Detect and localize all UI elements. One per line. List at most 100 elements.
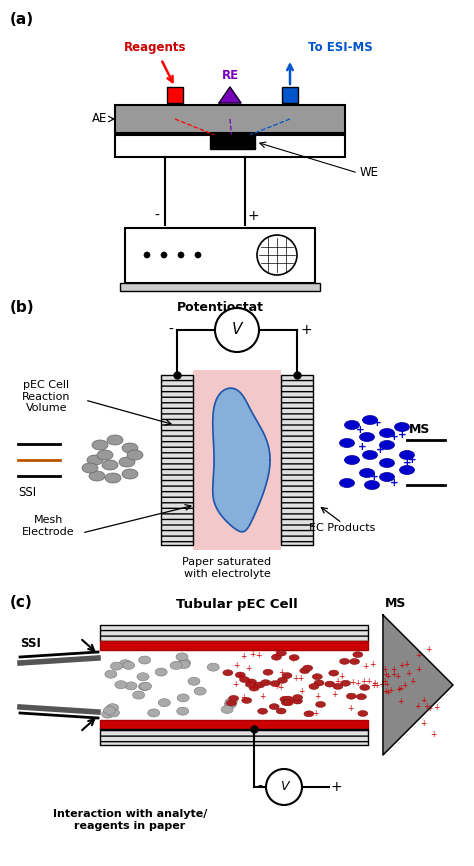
- Text: +: +: [272, 650, 278, 659]
- Ellipse shape: [360, 684, 370, 690]
- Text: +: +: [355, 679, 361, 688]
- Text: +: +: [390, 432, 398, 442]
- Ellipse shape: [89, 471, 105, 481]
- Ellipse shape: [235, 672, 245, 678]
- Bar: [115, 133, 345, 135]
- Ellipse shape: [92, 440, 108, 450]
- Ellipse shape: [228, 695, 238, 701]
- Ellipse shape: [125, 682, 137, 690]
- Ellipse shape: [380, 473, 394, 481]
- Ellipse shape: [309, 683, 319, 689]
- Ellipse shape: [105, 473, 121, 483]
- Ellipse shape: [246, 679, 256, 685]
- Ellipse shape: [400, 450, 414, 460]
- Ellipse shape: [269, 704, 279, 709]
- Ellipse shape: [303, 665, 313, 671]
- Text: +: +: [255, 651, 261, 661]
- Bar: [100, 729, 368, 745]
- Text: +: +: [297, 675, 304, 683]
- Ellipse shape: [122, 443, 138, 453]
- Text: +: +: [405, 669, 411, 678]
- Text: +: +: [395, 685, 401, 695]
- Ellipse shape: [277, 677, 288, 683]
- Ellipse shape: [178, 252, 184, 258]
- Text: +: +: [312, 709, 319, 718]
- Polygon shape: [219, 87, 241, 103]
- Text: +: +: [390, 478, 398, 488]
- Ellipse shape: [359, 432, 374, 442]
- Text: +: +: [357, 442, 366, 452]
- Text: +: +: [402, 458, 411, 468]
- Ellipse shape: [276, 650, 286, 656]
- Ellipse shape: [339, 658, 349, 664]
- Bar: [100, 625, 368, 641]
- Text: Tubular pEC Cell: Tubular pEC Cell: [176, 598, 298, 611]
- Text: pEC Cell
Reaction
Volume: pEC Cell Reaction Volume: [22, 380, 71, 413]
- Bar: [282, 87, 298, 103]
- Bar: [210, 135, 255, 149]
- Text: +: +: [247, 209, 259, 223]
- Ellipse shape: [333, 683, 343, 689]
- Ellipse shape: [282, 673, 292, 679]
- Ellipse shape: [339, 479, 355, 488]
- Text: +: +: [246, 664, 252, 674]
- Polygon shape: [383, 615, 453, 755]
- Text: +: +: [434, 703, 440, 712]
- Ellipse shape: [223, 669, 233, 675]
- Text: +: +: [425, 645, 431, 655]
- Ellipse shape: [105, 670, 117, 678]
- Text: +: +: [245, 678, 252, 688]
- Text: +: +: [236, 672, 242, 681]
- Ellipse shape: [249, 685, 259, 691]
- Ellipse shape: [280, 696, 290, 702]
- Ellipse shape: [270, 681, 280, 687]
- Text: +: +: [383, 680, 390, 689]
- Circle shape: [266, 769, 302, 805]
- Text: MS: MS: [409, 423, 430, 436]
- Ellipse shape: [178, 661, 190, 669]
- Text: Interaction with analyte/
reagents in paper: Interaction with analyte/ reagents in pa…: [53, 809, 207, 830]
- Text: +: +: [373, 682, 379, 690]
- Bar: [100, 650, 368, 720]
- Ellipse shape: [346, 693, 356, 699]
- Ellipse shape: [349, 658, 360, 664]
- Text: +: +: [273, 682, 280, 691]
- Text: +: +: [371, 681, 377, 689]
- Ellipse shape: [400, 466, 414, 475]
- Ellipse shape: [158, 699, 170, 707]
- Bar: [115, 135, 345, 157]
- Text: AE: AE: [91, 113, 107, 126]
- Bar: [125, 228, 315, 283]
- Text: WE: WE: [360, 166, 379, 179]
- Ellipse shape: [97, 450, 113, 460]
- Ellipse shape: [138, 682, 151, 690]
- Ellipse shape: [103, 707, 116, 714]
- Text: +: +: [370, 472, 378, 482]
- Ellipse shape: [102, 460, 118, 470]
- Ellipse shape: [144, 252, 150, 258]
- Ellipse shape: [107, 435, 123, 445]
- Ellipse shape: [115, 681, 127, 688]
- Ellipse shape: [138, 656, 151, 664]
- Text: +: +: [289, 655, 296, 663]
- Text: +: +: [397, 697, 403, 706]
- Text: (a): (a): [10, 12, 34, 27]
- Text: +: +: [381, 665, 387, 675]
- Text: +: +: [427, 704, 433, 713]
- Ellipse shape: [261, 680, 271, 686]
- Text: +: +: [240, 652, 246, 661]
- Ellipse shape: [380, 429, 394, 437]
- Bar: [167, 87, 183, 103]
- Ellipse shape: [119, 660, 131, 668]
- Text: +: +: [408, 455, 416, 465]
- Text: +: +: [409, 676, 416, 686]
- Text: MS: MS: [385, 597, 406, 610]
- Bar: [281, 375, 313, 545]
- Text: +: +: [382, 670, 389, 679]
- Text: +: +: [356, 425, 365, 435]
- Text: +: +: [369, 660, 376, 669]
- Ellipse shape: [283, 700, 293, 706]
- Text: +: +: [232, 681, 238, 689]
- Ellipse shape: [356, 694, 366, 700]
- Text: -: -: [257, 780, 262, 794]
